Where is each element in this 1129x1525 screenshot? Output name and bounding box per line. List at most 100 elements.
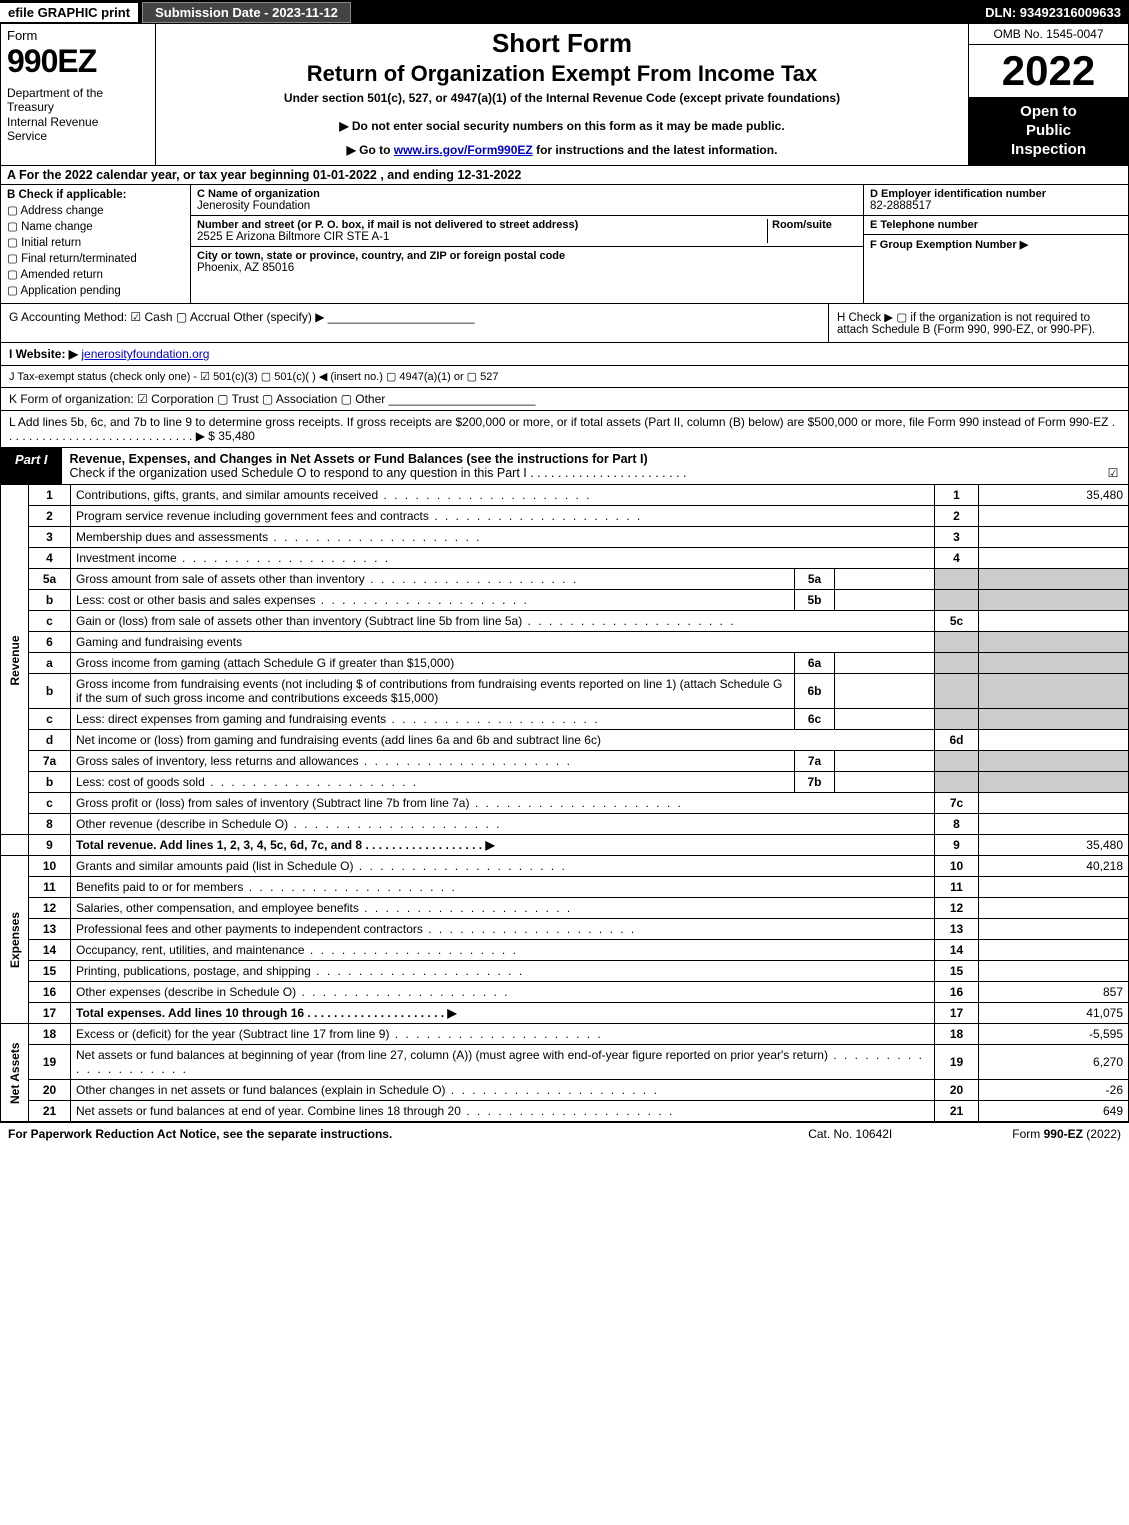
line-val [979, 548, 1129, 569]
col-d-identifiers: D Employer identification number 82-2888… [863, 185, 1128, 303]
omb-number: OMB No. 1545-0047 [969, 24, 1128, 45]
footer-left: For Paperwork Reduction Act Notice, see … [8, 1127, 808, 1141]
line-num: 10 [29, 856, 71, 877]
line-val-shade [979, 751, 1129, 772]
line-num: 4 [29, 548, 71, 569]
line-idx-shade [935, 653, 979, 674]
chk-initial-return[interactable]: Initial return [7, 235, 184, 249]
line-desc: Net income or (loss) from gaming and fun… [71, 730, 935, 751]
line-idx: 19 [935, 1045, 979, 1080]
line-desc: Gross amount from sale of assets other t… [71, 569, 795, 590]
line-val [979, 961, 1129, 982]
phone-cell: E Telephone number [864, 216, 1128, 235]
line-num: 13 [29, 919, 71, 940]
line17-bold: Total expenses. Add lines 10 through 16 … [76, 1006, 457, 1020]
line-val: 35,480 [979, 485, 1129, 506]
line-val-shade [979, 590, 1129, 611]
line-idx: 5c [935, 611, 979, 632]
line-val [979, 940, 1129, 961]
line-sub: 5a [795, 569, 835, 590]
line-idx: 2 [935, 506, 979, 527]
phone-label: E Telephone number [870, 219, 1122, 231]
row-j-tax-exempt: J Tax-exempt status (check only one) - ☑… [0, 366, 1129, 388]
org-name: Jenerosity Foundation [197, 200, 857, 212]
chk-application-pending[interactable]: Application pending [7, 283, 184, 297]
chk-address-change[interactable]: Address change [7, 203, 184, 217]
line9-bold: Total revenue. Add lines 1, 2, 3, 4, 5c,… [76, 838, 495, 852]
tax-year: 2022 [969, 45, 1128, 97]
line-idx: 7c [935, 793, 979, 814]
line-desc: Less: cost of goods sold [71, 772, 795, 793]
line-subval [835, 590, 935, 611]
street-label: Number and street (or P. O. box, if mail… [197, 219, 767, 231]
line-idx: 21 [935, 1101, 979, 1122]
line-val-shade [979, 709, 1129, 730]
line-subval [835, 751, 935, 772]
line-desc: Investment income [71, 548, 935, 569]
website-label: I Website: ▶ [9, 347, 78, 361]
line-subval [835, 674, 935, 709]
header-right: OMB No. 1545-0047 2022 Open toPublicInsp… [968, 24, 1128, 165]
chk-amended-return[interactable]: Amended return [7, 267, 184, 281]
line-idx: 6d [935, 730, 979, 751]
form-number: 990EZ [7, 43, 149, 80]
info-block: B Check if applicable: Address change Na… [0, 185, 1129, 304]
city-label: City or town, state or province, country… [197, 250, 857, 262]
org-name-cell: C Name of organization Jenerosity Founda… [191, 185, 863, 216]
form-label: Form [7, 28, 149, 43]
website-link[interactable]: jenerosityfoundation.org [81, 347, 209, 361]
line-val [979, 506, 1129, 527]
part-i-checkbox[interactable]: ☑ [1098, 448, 1128, 484]
line-idx: 10 [935, 856, 979, 877]
line-num: 8 [29, 814, 71, 835]
line-num: 1 [29, 485, 71, 506]
ein-label: D Employer identification number [870, 188, 1122, 200]
line-idx-shade [935, 674, 979, 709]
revenue-side-label: Revenue [1, 485, 29, 835]
line-num: 19 [29, 1045, 71, 1080]
line-idx: 11 [935, 877, 979, 898]
line-sub: 6a [795, 653, 835, 674]
line-val: 649 [979, 1101, 1129, 1122]
line-val-shade [979, 772, 1129, 793]
line-num: 5a [29, 569, 71, 590]
line-desc: Printing, publications, postage, and shi… [71, 961, 935, 982]
room-label: Room/suite [772, 219, 857, 231]
line-sub: 5b [795, 590, 835, 611]
line-desc: Gross sales of inventory, less returns a… [71, 751, 795, 772]
line-desc: Net assets or fund balances at beginning… [71, 1045, 935, 1080]
line-num: 18 [29, 1024, 71, 1045]
line-idx: 14 [935, 940, 979, 961]
line-idx: 13 [935, 919, 979, 940]
street-cell: Number and street (or P. O. box, if mail… [191, 216, 863, 247]
submission-date: Submission Date - 2023-11-12 [142, 2, 351, 23]
line-num: b [29, 590, 71, 611]
footer-right: Form 990-EZ (2022) [1012, 1127, 1121, 1141]
line-desc: Total expenses. Add lines 10 through 16 … [71, 1003, 935, 1024]
do-not-enter: ▶ Do not enter social security numbers o… [164, 119, 960, 133]
line-val [979, 793, 1129, 814]
efile-print-label[interactable]: efile GRAPHIC print [0, 3, 138, 22]
ein-value: 82-2888517 [870, 200, 1122, 212]
footer-mid: Cat. No. 10642I [808, 1127, 892, 1141]
irs-link[interactable]: www.irs.gov/Form990EZ [394, 143, 533, 157]
open-to-public: Open toPublicInspection [969, 97, 1128, 165]
header-mid: Short Form Return of Organization Exempt… [156, 24, 968, 165]
line-num: c [29, 793, 71, 814]
line-num: 21 [29, 1101, 71, 1122]
line-desc: Salaries, other compensation, and employ… [71, 898, 935, 919]
row-i-website: I Website: ▶ jenerosityfoundation.org [0, 343, 1129, 366]
chk-name-change[interactable]: Name change [7, 219, 184, 233]
chk-final-return[interactable]: Final return/terminated [7, 251, 184, 265]
line-val: -26 [979, 1080, 1129, 1101]
line-idx: 4 [935, 548, 979, 569]
part-i-tab: Part I [1, 448, 62, 484]
under-section: Under section 501(c), 527, or 4947(a)(1)… [164, 91, 960, 105]
line-val [979, 814, 1129, 835]
line-val: 41,075 [979, 1003, 1129, 1024]
group-exemption-cell: F Group Exemption Number ▶ [864, 235, 1128, 303]
part-i-title: Revenue, Expenses, and Changes in Net As… [62, 448, 1098, 484]
line-num: 16 [29, 982, 71, 1003]
line-subval [835, 772, 935, 793]
line-num: 12 [29, 898, 71, 919]
